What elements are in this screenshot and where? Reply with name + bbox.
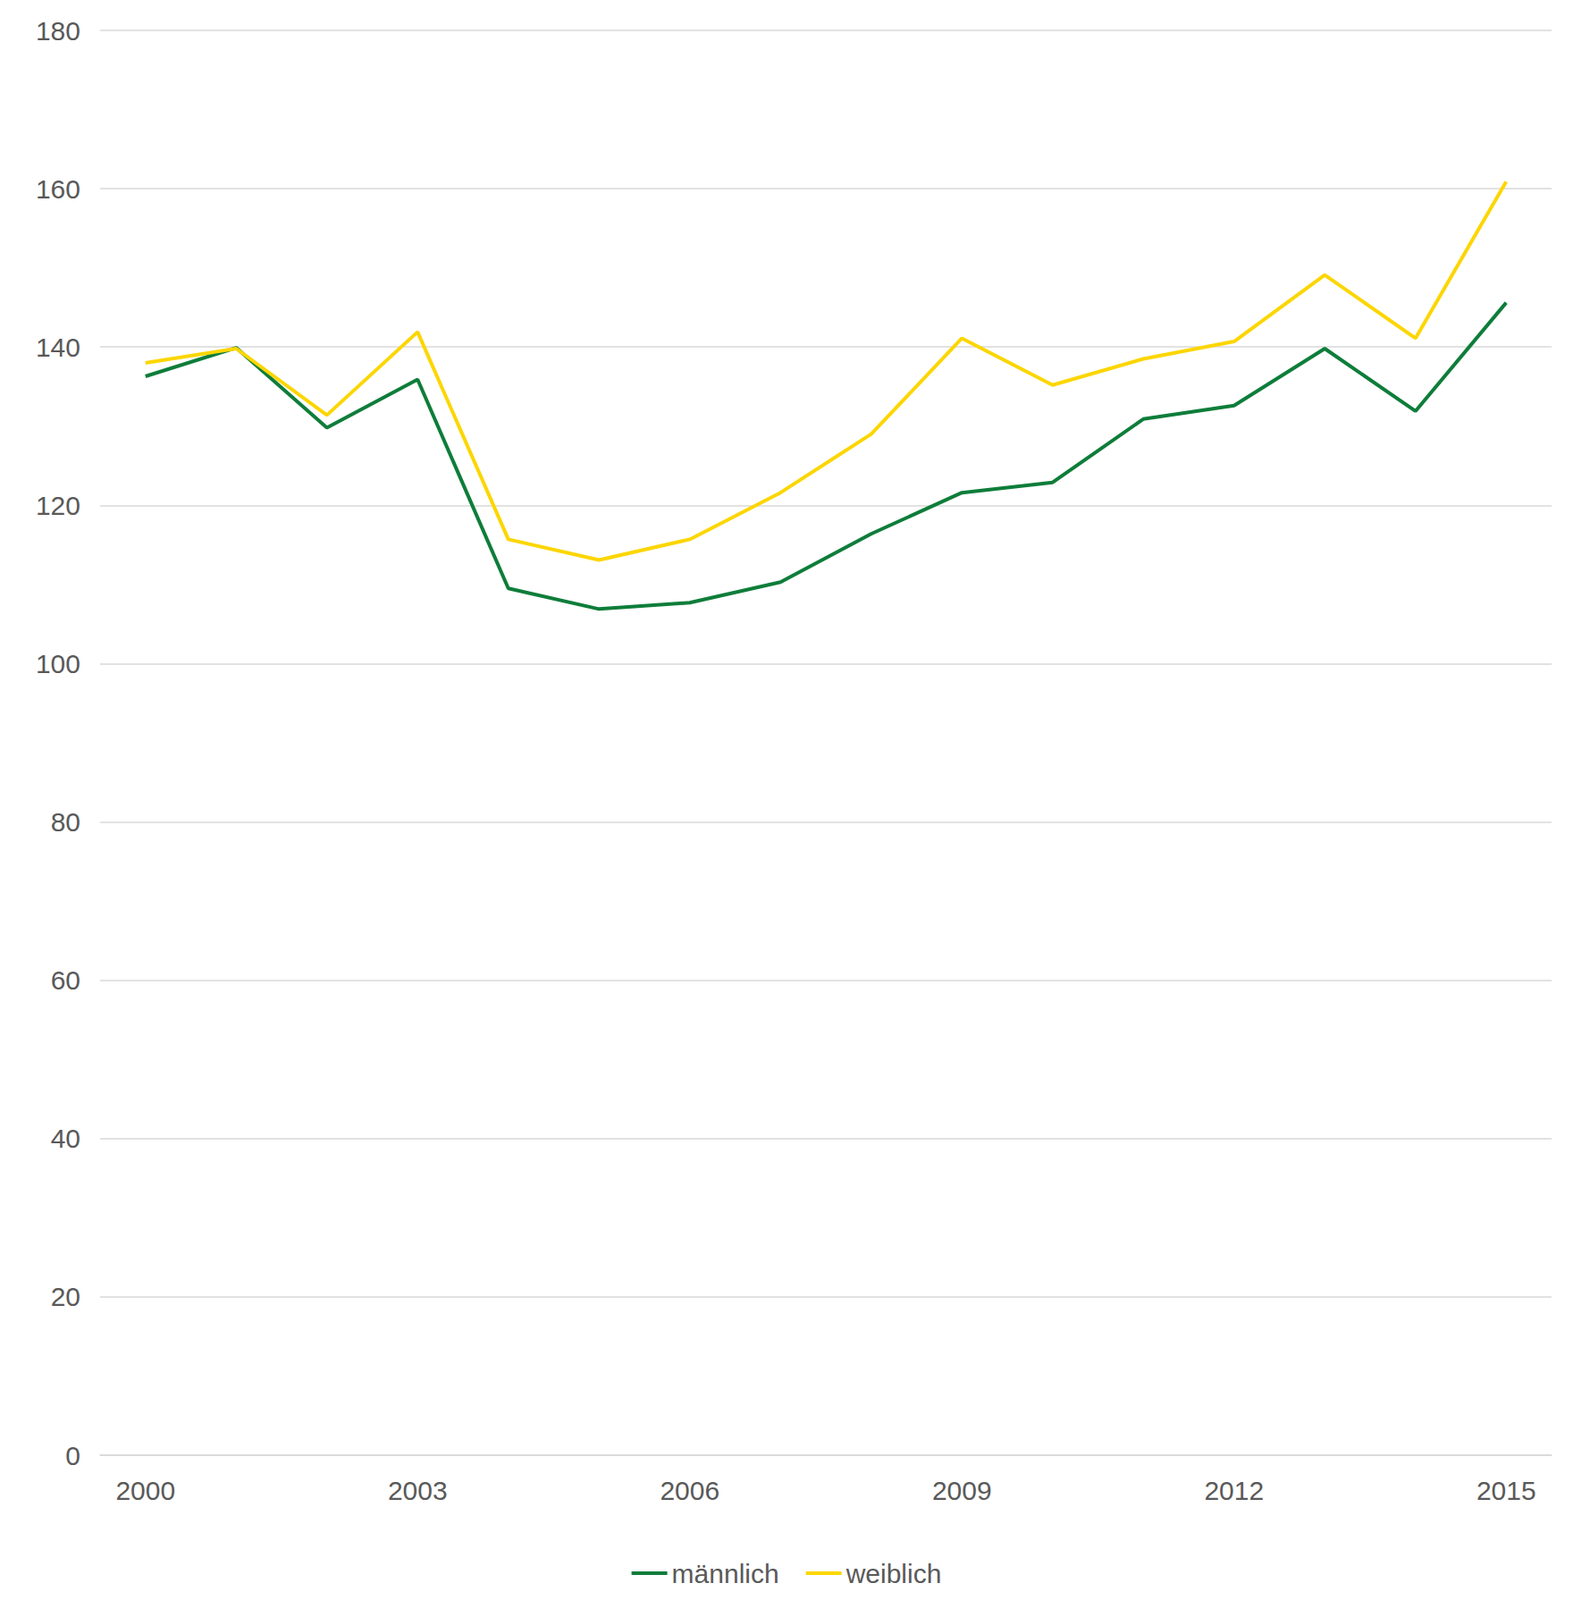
svg-text:100: 100 [35,648,81,679]
svg-text:140: 140 [35,332,81,362]
svg-text:2012: 2012 [1203,1475,1264,1506]
svg-text:120: 120 [35,490,81,521]
svg-text:2006: 2006 [659,1475,720,1506]
svg-text:20: 20 [50,1281,81,1312]
svg-text:weiblich: weiblich [845,1558,943,1589]
svg-text:160: 160 [35,174,81,204]
svg-text:2015: 2015 [1476,1475,1537,1506]
svg-text:2003: 2003 [387,1475,448,1506]
svg-text:180: 180 [35,16,81,46]
svg-text:2009: 2009 [932,1475,993,1506]
svg-text:0: 0 [65,1440,81,1471]
svg-text:40: 40 [50,1123,81,1153]
svg-text:männlich: männlich [672,1558,780,1589]
svg-text:60: 60 [50,965,81,995]
svg-text:80: 80 [50,807,81,837]
svg-text:2000: 2000 [115,1475,176,1506]
